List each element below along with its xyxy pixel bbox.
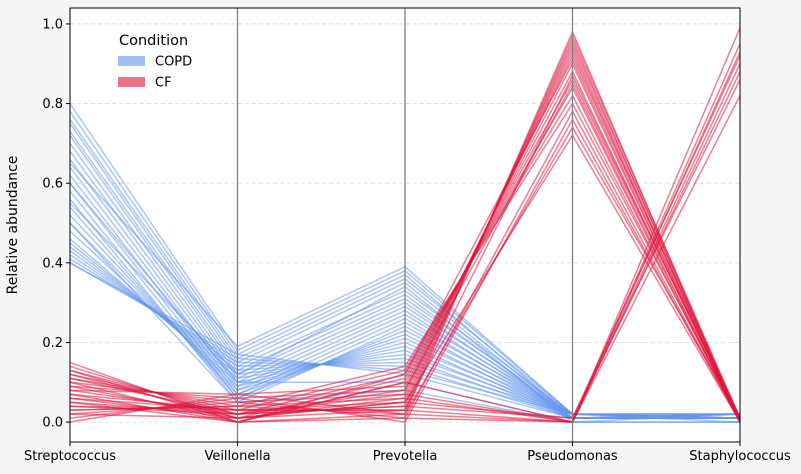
legend-label: CF xyxy=(155,76,172,91)
axis-label-pseudomonas: Pseudomonas xyxy=(527,449,618,464)
axis-label-prevotella: Prevotella xyxy=(373,449,438,464)
legend: Condition COPD CF xyxy=(118,33,192,91)
y-tick-label: 0.2 xyxy=(42,336,63,351)
axis-label-streptococcus: Streptococcus xyxy=(24,449,116,464)
legend-swatch xyxy=(118,56,145,66)
axis-label-staphylococcus: Staphylococcus xyxy=(689,449,791,464)
y-ticks: 0.0 0.2 0.4 0.6 0.8 1.0 xyxy=(42,17,70,431)
y-tick-label: 0.6 xyxy=(42,177,63,192)
axis-label-veillonella: Veillonella xyxy=(204,449,270,464)
y-tick-label: 0.8 xyxy=(42,97,63,112)
y-axis-label: Relative abundance xyxy=(5,156,21,295)
y-tick-label: 0.4 xyxy=(42,256,63,271)
y-tick-label: 1.0 xyxy=(42,17,63,32)
parallel-axes xyxy=(236,8,574,442)
legend-title: Condition xyxy=(119,33,188,49)
legend-swatch xyxy=(118,77,145,87)
axis-labels: Streptococcus Veillonella Prevotella Pseudo… xyxy=(24,442,791,464)
legend-label: COPD xyxy=(155,55,192,70)
y-tick-label: 0.0 xyxy=(42,416,63,431)
